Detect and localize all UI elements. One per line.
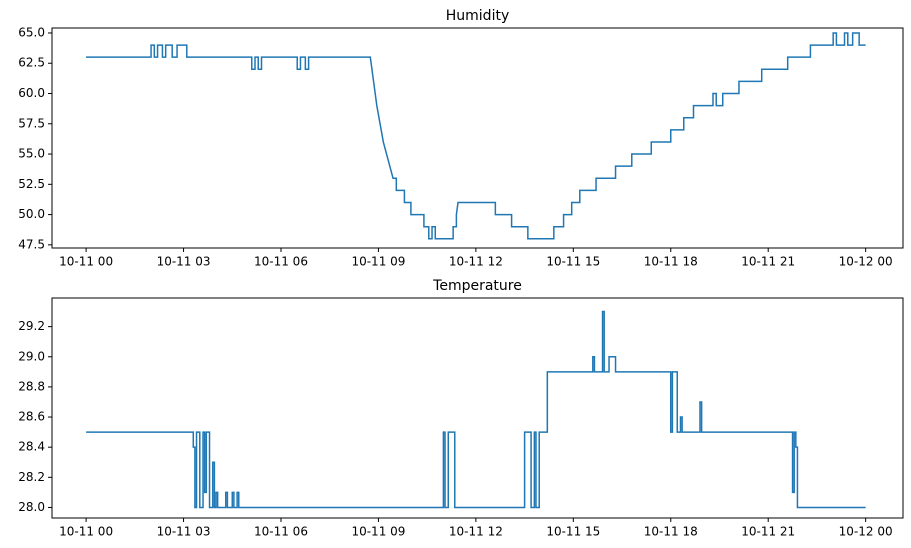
- x-tick-label: 10-11 21: [741, 525, 795, 539]
- y-tick-label: 55.0: [18, 147, 45, 161]
- x-tick-label: 10-11 00: [59, 525, 113, 539]
- x-tick-label: 10-11 18: [644, 255, 698, 269]
- y-tick-label: 47.5: [18, 237, 45, 251]
- y-tick-label: 50.0: [18, 207, 45, 221]
- x-tick-label: 10-11 12: [449, 255, 503, 269]
- y-tick-label: 65.0: [18, 25, 45, 39]
- y-tick-label: 28.8: [18, 379, 45, 393]
- chart-title: Temperature: [432, 278, 522, 294]
- y-tick-label: 52.5: [18, 177, 45, 191]
- data-line: [86, 310, 866, 509]
- y-tick-label: 29.2: [18, 319, 45, 333]
- x-tick-label: 10-12 00: [839, 255, 893, 269]
- x-tick-label: 10-11 18: [644, 525, 698, 539]
- y-tick-label: 60.0: [18, 86, 45, 100]
- y-tick-label: 28.6: [18, 410, 45, 424]
- y-tick-label: 28.4: [18, 440, 45, 454]
- x-tick-label: 10-12 00: [839, 525, 893, 539]
- x-tick-label: 10-11 06: [254, 255, 308, 269]
- x-tick-label: 10-11 06: [254, 525, 308, 539]
- y-tick-label: 28.2: [18, 470, 45, 484]
- x-tick-label: 10-11 21: [741, 255, 795, 269]
- chart-title: Humidity: [446, 8, 509, 24]
- x-tick-label: 10-11 03: [157, 255, 211, 269]
- x-tick-label: 10-11 03: [157, 525, 211, 539]
- y-tick-label: 28.0: [18, 500, 45, 514]
- x-tick-label: 10-11 15: [546, 255, 600, 269]
- data-line: [86, 32, 866, 240]
- y-tick-label: 62.5: [18, 56, 45, 70]
- x-tick-label: 10-11 00: [59, 255, 113, 269]
- plot-frame: [51, 27, 904, 249]
- y-tick-label: 29.0: [18, 349, 45, 363]
- x-tick-label: 10-11 09: [351, 255, 405, 269]
- x-tick-label: 10-11 09: [351, 525, 405, 539]
- x-tick-label: 10-11 15: [546, 525, 600, 539]
- y-tick-label: 57.5: [18, 116, 45, 130]
- x-tick-label: 10-11 12: [449, 525, 503, 539]
- plot-frame: [51, 297, 904, 519]
